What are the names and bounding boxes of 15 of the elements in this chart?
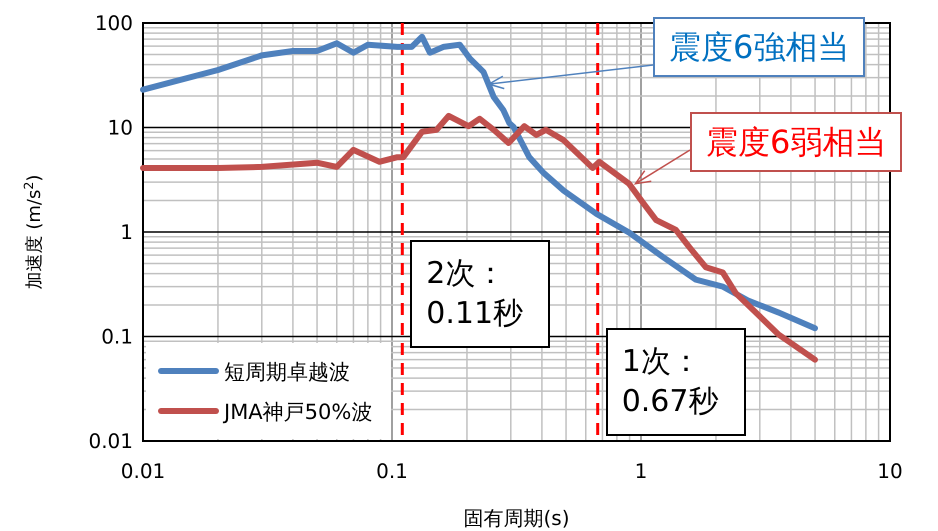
legend-label: JMA神戸50%波 — [222, 400, 372, 424]
y-tick-label: 10 — [108, 116, 133, 140]
y-tick-label: 0.1 — [101, 324, 133, 348]
x-tick-label: 1 — [634, 459, 648, 483]
y-tick-label: 100 — [94, 11, 133, 35]
y-tick-label: 0.01 — [88, 429, 133, 453]
x-axis-title: 固有周期(s) — [463, 506, 570, 530]
ref-line-label: 1次：0.67秒 — [606, 328, 746, 436]
x-tick-label: 0.1 — [376, 459, 408, 483]
x-tick-label: 10 — [877, 459, 903, 483]
y-tick-label: 1 — [120, 220, 133, 244]
annotation: 震度6強相当 — [653, 17, 866, 77]
annotation: 震度6弱相当 — [690, 112, 902, 172]
legend-label: 短周期卓越波 — [224, 360, 350, 384]
ref-line-label: 2次：0.11秒 — [410, 240, 550, 348]
